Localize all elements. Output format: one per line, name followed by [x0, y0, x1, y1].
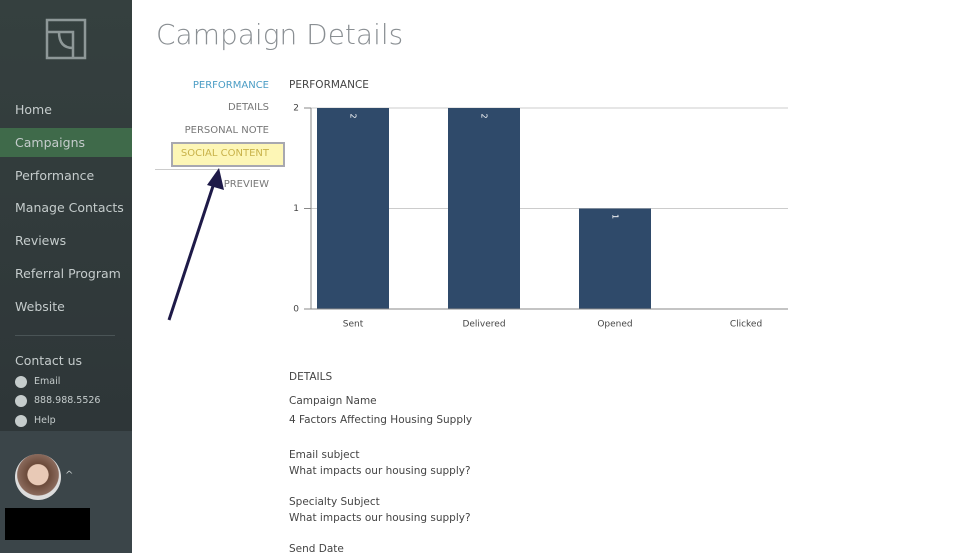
y-tick-label: 1 [293, 204, 299, 214]
contact-phone[interactable]: 888.988.5526 [34, 395, 101, 406]
data-label: 2 [480, 113, 489, 118]
x-tick-label: Sent [343, 320, 364, 330]
highlight-box [171, 142, 285, 167]
subnav-note[interactable]: PERSONAL NOTE [184, 125, 269, 136]
help-icon [15, 415, 27, 427]
phone-icon [15, 395, 27, 407]
nav-contacts[interactable]: Manage Contacts [15, 200, 124, 215]
logo [45, 18, 87, 60]
field-value: 4 Factors Affecting Housing Supply [289, 414, 473, 426]
contact-email[interactable]: Email [34, 376, 61, 387]
email-icon [15, 376, 27, 388]
x-tick-label: Clicked [730, 320, 762, 330]
active-nav-bg [0, 128, 132, 157]
field-label: Email subject [289, 449, 360, 461]
x-tick-label: Delivered [462, 320, 505, 330]
field-label: Campaign Name [289, 395, 377, 407]
sidebar: Home Campaigns Performance Manage Contac… [0, 0, 132, 553]
arrow [167, 168, 224, 321]
bar [579, 208, 651, 309]
nav-referral[interactable]: Referral Program [15, 266, 121, 281]
nav-performance[interactable]: Performance [15, 168, 95, 183]
y-tick-label: 0 [293, 305, 299, 315]
nav-campaigns[interactable]: Campaigns [15, 135, 86, 150]
bar [317, 108, 389, 309]
contact-title: Contact us [15, 353, 83, 368]
avatar[interactable] [15, 454, 61, 500]
divider [15, 335, 115, 336]
field-value: What impacts our housing supply? [289, 465, 471, 477]
details-title: DETAILS [289, 371, 333, 383]
chart-title: PERFORMANCE [289, 79, 369, 91]
page-title: Campaign Details [156, 18, 404, 51]
subnav-social[interactable]: SOCIAL CONTENT [180, 148, 269, 159]
field-label: Send Date [289, 543, 344, 553]
data-label: 2 [349, 113, 358, 118]
chart: PERFORMANCE 0 1 2 Sent 2 Delivered 2 Opened 1 Cli… [289, 79, 788, 330]
bar [448, 108, 520, 309]
subnav-details[interactable]: DETAILS [227, 102, 269, 113]
field-label: Specialty Subject [289, 496, 380, 508]
y-tick-label: 2 [293, 104, 299, 114]
nav-home[interactable]: Home [15, 102, 52, 117]
contact-help[interactable]: Help [34, 415, 56, 426]
nav-reviews[interactable]: Reviews [15, 233, 67, 248]
field-value: What impacts our housing supply? [289, 512, 471, 524]
caret[interactable]: ^ [65, 470, 74, 481]
x-tick-label: Opened [597, 320, 632, 330]
data-label: 1 [611, 214, 620, 219]
subnav-performance[interactable]: PERFORMANCE [192, 80, 269, 91]
subnav-divider [155, 169, 270, 170]
nav-website[interactable]: Website [15, 299, 65, 314]
redacted [5, 508, 90, 540]
subnav-preview[interactable]: PREVIEW [223, 179, 269, 190]
